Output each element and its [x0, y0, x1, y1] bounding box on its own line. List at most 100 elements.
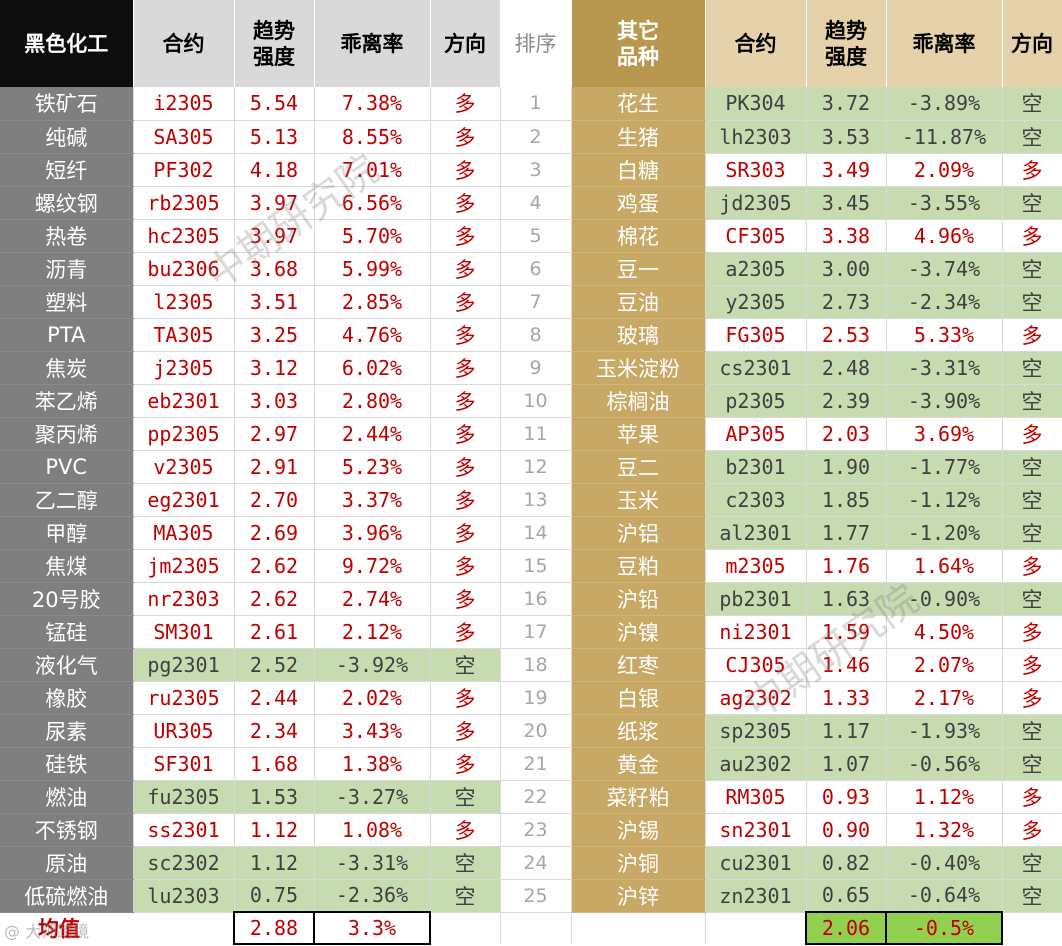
left-direction: 多: [430, 351, 501, 385]
header-direction-right: 方向: [1002, 0, 1062, 87]
right-direction: 空: [1002, 483, 1062, 517]
left-trend-strength: 5.54: [234, 87, 315, 121]
right-trend-strength: 1.07: [806, 747, 887, 781]
header-left-category: 黑色化工: [0, 0, 134, 87]
left-trend-strength: 2.69: [234, 516, 315, 550]
right-deviation-rate: 1.64%: [886, 549, 1003, 583]
left-deviation-rate: 2.80%: [314, 384, 431, 418]
left-trend-strength: 3.97: [234, 186, 315, 220]
left-deviation-rate: 5.70%: [314, 219, 431, 253]
header-deviation-left: 乖离率: [314, 0, 431, 87]
left-trend-strength: 1.53: [234, 780, 315, 814]
left-direction: 多: [430, 417, 501, 451]
table-row: 螺纹钢 rb2305 3.97 6.56% 多 4 鸡蛋 jd2305 3.45 -3.55% 空: [0, 186, 1062, 220]
rank-number: 21: [500, 747, 572, 781]
right-deviation-rate: 4.96%: [886, 219, 1003, 253]
right-trend-strength: 1.85: [806, 483, 887, 517]
left-direction: 多: [430, 318, 501, 352]
left-direction: 空: [430, 780, 501, 814]
right-direction: 空: [1002, 450, 1062, 484]
right-direction: 多: [1002, 417, 1062, 451]
right-commodity-name: 红枣: [571, 648, 706, 682]
right-commodity-name: 沪铜: [571, 846, 706, 880]
header-contract-left: 合约: [133, 0, 235, 87]
left-commodity-name: 螺纹钢: [0, 186, 134, 220]
right-commodity-name: 苹果: [571, 417, 706, 451]
left-commodity-name: 沥青: [0, 252, 134, 286]
right-contract-code: cs2301: [705, 351, 807, 385]
table-row: 液化气 pg2301 2.52 -3.92% 空 18 红枣 CJ305 1.46 2.07% 多: [0, 648, 1062, 682]
average-strength-left: 2.88: [233, 911, 315, 945]
right-trend-strength: 2.73: [806, 285, 887, 319]
left-commodity-name: 铁矿石: [0, 87, 134, 121]
left-contract-code: jm2305: [133, 549, 235, 583]
table-row: 20号胶 nr2303 2.62 2.74% 多 16 沪铅 pb2301 1.63 -0.90%…: [0, 582, 1062, 616]
header-strength-left: 趋势 强度: [234, 0, 315, 87]
left-trend-strength: 3.97: [234, 219, 315, 253]
left-commodity-name: 甲醇: [0, 516, 134, 550]
left-contract-code: ss2301: [133, 813, 235, 847]
right-trend-strength: 3.72: [806, 87, 887, 121]
right-deviation-rate: -0.64%: [886, 879, 1003, 913]
left-contract-code: i2305: [133, 87, 235, 121]
right-deviation-rate: -11.87%: [886, 120, 1003, 154]
left-deviation-rate: 7.01%: [314, 153, 431, 187]
right-direction: 空: [1002, 384, 1062, 418]
table-row: 铁矿石 i2305 5.54 7.38% 多 1 花生 PK304 3.72 -3.89% 空: [0, 87, 1062, 121]
rank-number: 10: [500, 384, 572, 418]
left-deviation-rate: 3.96%: [314, 516, 431, 550]
header-strength-right: 趋势 强度: [806, 0, 887, 87]
header-strength-line2: 强度: [825, 44, 867, 69]
left-contract-code: pg2301: [133, 648, 235, 682]
rank-number: 19: [500, 681, 572, 715]
left-deviation-rate: 5.99%: [314, 252, 431, 286]
header-right-line1: 其它: [617, 18, 659, 43]
left-trend-strength: 3.25: [234, 318, 315, 352]
right-commodity-name: 玉米淀粉: [571, 351, 706, 385]
right-deviation-rate: -0.90%: [886, 582, 1003, 616]
right-contract-code: cu2301: [705, 846, 807, 880]
right-direction: 多: [1002, 318, 1062, 352]
right-trend-strength: 2.39: [806, 384, 887, 418]
table-row: 短纤 PF302 4.18 7.01% 多 3 白糖 SR303 3.49 2.09% 多: [0, 153, 1062, 187]
left-contract-code: eg2301: [133, 483, 235, 517]
right-direction: 多: [1002, 219, 1062, 253]
rank-number: 13: [500, 483, 572, 517]
right-contract-code: ni2301: [705, 615, 807, 649]
left-contract-code: SM301: [133, 615, 235, 649]
right-commodity-name: 沪镍: [571, 615, 706, 649]
left-direction: 空: [430, 879, 501, 913]
table-row: 不锈钢 ss2301 1.12 1.08% 多 23 沪锡 sn2301 0.90 1.32% 多: [0, 813, 1062, 847]
average-deviation-left: 3.3%: [313, 911, 431, 945]
rank-number: 11: [500, 417, 572, 451]
right-contract-code: SR303: [705, 153, 807, 187]
right-contract-code: FG305: [705, 318, 807, 352]
left-contract-code: nr2303: [133, 582, 235, 616]
table-row: 原油 sc2302 1.12 -3.31% 空 24 沪铜 cu2301 0.82 -0.40% 空: [0, 846, 1062, 880]
left-trend-strength: 2.91: [234, 450, 315, 484]
left-direction: 多: [430, 747, 501, 781]
rank-number: 14: [500, 516, 572, 550]
left-contract-code: v2305: [133, 450, 235, 484]
average-empty: [571, 912, 706, 944]
right-deviation-rate: -1.20%: [886, 516, 1003, 550]
right-contract-code: b2301: [705, 450, 807, 484]
average-row: 均值 2.88 3.3% 2.06 -0.5%: [0, 911, 1062, 945]
right-commodity-name: 生猪: [571, 120, 706, 154]
right-contract-code: PK304: [705, 87, 807, 121]
left-commodity-name: 尿素: [0, 714, 134, 748]
left-trend-strength: 1.12: [234, 813, 315, 847]
left-contract-code: l2305: [133, 285, 235, 319]
left-direction: 多: [430, 516, 501, 550]
header-deviation-right: 乖离率: [886, 0, 1003, 87]
right-direction: 多: [1002, 648, 1062, 682]
left-direction: 多: [430, 186, 501, 220]
right-direction: 空: [1002, 87, 1062, 121]
left-commodity-name: PTA: [0, 318, 134, 352]
rank-number: 16: [500, 582, 572, 616]
right-deviation-rate: -3.90%: [886, 384, 1003, 418]
right-trend-strength: 1.46: [806, 648, 887, 682]
right-commodity-name: 菜籽粕: [571, 780, 706, 814]
left-commodity-name: 塑料: [0, 285, 134, 319]
right-commodity-name: 玉米: [571, 483, 706, 517]
